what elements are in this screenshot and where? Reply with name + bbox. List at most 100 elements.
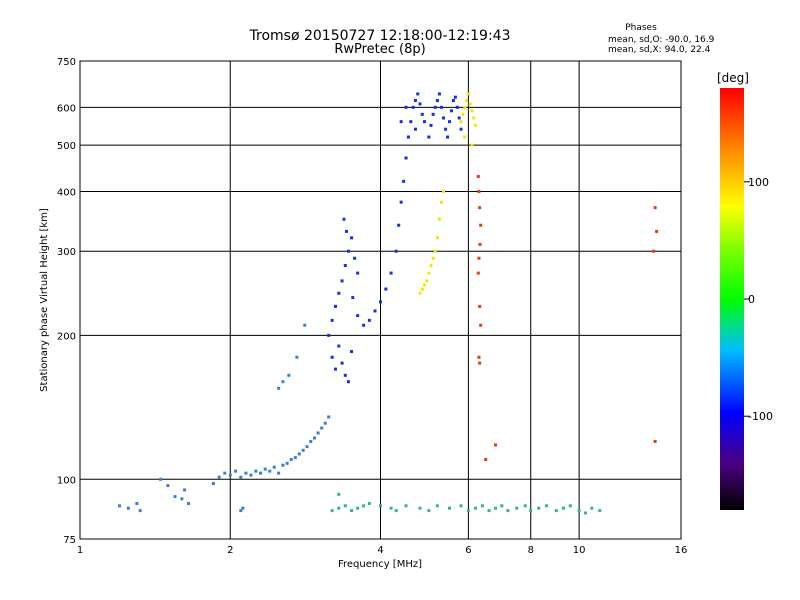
data-point (301, 448, 305, 452)
data-point (356, 271, 360, 275)
y-tick-label: 500 (57, 141, 76, 152)
data-point (135, 501, 139, 505)
data-point (340, 279, 344, 283)
data-point (323, 421, 327, 425)
y-tick-label: 100 (57, 475, 76, 486)
data-point (277, 386, 281, 390)
data-point (425, 279, 429, 283)
data-point (404, 105, 408, 109)
grid (80, 61, 681, 539)
data-point (468, 102, 472, 106)
data-point (223, 471, 227, 475)
data-point (437, 217, 441, 221)
data-point (427, 271, 431, 275)
data-point (126, 506, 130, 510)
data-point (389, 506, 393, 510)
data-point (444, 127, 448, 131)
data-point (228, 473, 232, 477)
data-point (537, 506, 541, 510)
x-tick-label: 8 (528, 545, 534, 556)
data-point (422, 120, 426, 124)
data-point (350, 350, 354, 354)
data-point (653, 206, 657, 210)
data-point (367, 318, 371, 322)
data-point (333, 367, 337, 371)
data-point (461, 112, 465, 116)
data-point (418, 291, 422, 295)
data-point (173, 495, 177, 499)
data-point (217, 475, 221, 479)
data-point (442, 189, 446, 193)
data-point (409, 120, 413, 124)
data-point (472, 116, 476, 120)
data-point (459, 127, 463, 131)
data-point (478, 206, 482, 210)
data-point (466, 509, 470, 513)
data-point (342, 217, 346, 221)
data-point (399, 120, 403, 124)
data-point (478, 304, 482, 308)
data-point (476, 174, 480, 178)
data-point (431, 112, 435, 116)
data-point (350, 509, 354, 513)
data-point (494, 443, 498, 447)
data-point (333, 304, 337, 308)
data-point (435, 504, 439, 508)
data-point (118, 504, 122, 508)
data-point (477, 256, 481, 260)
data-point (440, 200, 444, 204)
data-point (394, 249, 398, 253)
data-point (316, 431, 320, 435)
stats-o-line: mean, sd,O: -90.0, 16.9 (608, 35, 715, 45)
data-point (478, 242, 482, 246)
data-point (413, 127, 417, 131)
data-point (293, 456, 297, 460)
data-point (337, 506, 341, 510)
plot-frame (79, 60, 682, 540)
data-point (449, 109, 453, 113)
data-point (362, 323, 366, 327)
x-tick-label: 10 (573, 545, 586, 556)
data-point (411, 105, 415, 109)
data-point (356, 314, 360, 318)
data-point (453, 95, 457, 99)
x-tick-label: 6 (465, 545, 471, 556)
data-point (422, 283, 426, 287)
data-point (494, 506, 498, 510)
data-point (343, 504, 347, 508)
x-axis-label: Frequency [MHz] (338, 559, 422, 570)
data-point (281, 380, 285, 384)
data-point (295, 355, 299, 359)
x-tick-label: 2 (227, 545, 233, 556)
y-tick-label: 600 (57, 103, 76, 114)
data-point (384, 287, 388, 291)
data-point (353, 256, 357, 260)
data-point (479, 223, 483, 227)
data-point (523, 504, 527, 508)
data-point (478, 361, 482, 365)
y-axis-label: Stationary phase Virtual Height [km] (39, 208, 50, 392)
colorbar (720, 88, 744, 510)
data-point (351, 296, 355, 300)
data-point (211, 481, 215, 485)
data-point (577, 509, 581, 513)
data-point (239, 475, 243, 479)
data-point (406, 135, 410, 139)
data-point (590, 506, 594, 510)
data-point (470, 143, 474, 147)
data-point (476, 271, 480, 275)
data-point (416, 92, 420, 96)
data-point (268, 469, 272, 473)
data-point (287, 373, 291, 377)
data-point (429, 123, 433, 127)
data-point (397, 223, 401, 227)
data-point (561, 506, 565, 510)
data-point (404, 156, 408, 160)
data-point (442, 116, 446, 120)
data-points (118, 92, 659, 515)
y-tick-label: 75 (63, 535, 76, 546)
data-point (435, 236, 439, 240)
data-point (515, 506, 519, 510)
data-point (418, 506, 422, 510)
